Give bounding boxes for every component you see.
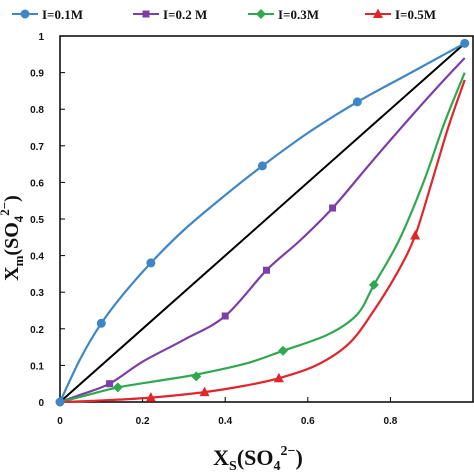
x-axis-title: XS(SO42−) [213, 444, 303, 474]
legend-swatch-marker [373, 8, 383, 18]
diagonal-line [59, 42, 466, 403]
legend: I=0.1M I=0.2 M I=0.3M I=0.5M [12, 7, 436, 22]
y-tick-label: 0.9 [30, 69, 44, 80]
x-tick-label: 0.6 [301, 416, 315, 427]
y-tick-label: 0.4 [30, 252, 44, 263]
series-1-point [146, 258, 156, 268]
y-tick-label: 0.6 [30, 178, 44, 189]
series-4-point [199, 386, 210, 397]
y-tick-label: 1 [38, 32, 44, 43]
y-tick-label: 0.2 [30, 325, 44, 336]
x-tick-label: 0.4 [218, 416, 232, 427]
x-axis-title-paren: (SO [237, 445, 274, 470]
x-axis-title-sup: 2− [281, 444, 296, 459]
legend-swatch-marker [20, 9, 30, 19]
x-tick-label: 0.2 [136, 416, 150, 427]
series-2-point [106, 380, 114, 388]
series-4-point [273, 372, 284, 383]
series-2-point [329, 204, 337, 212]
x-axis-title-sub: S [229, 459, 237, 474]
series-1-point [96, 318, 106, 328]
series-1-point [257, 161, 267, 171]
legend-label: I=0.1M [42, 7, 83, 22]
x-tick-label: 0.8 [383, 416, 397, 427]
series-4-point [410, 229, 421, 240]
legend-swatch-marker [142, 10, 150, 18]
legend-label: I=0.3M [278, 7, 319, 22]
y-axis-title-close: ) [1, 195, 23, 202]
series-1-point [55, 397, 65, 407]
y-tick-label: 0.1 [30, 361, 44, 372]
series-2-point [263, 266, 270, 274]
legend-label: I=0.2 M [163, 7, 207, 22]
series-3-point [368, 279, 379, 290]
series-3-point [112, 382, 123, 393]
x-axis-title-sub2: 4 [274, 459, 281, 474]
y-axis-title-sub2: 4 [11, 215, 26, 222]
y-axis-title-sub: m [11, 255, 26, 266]
series-2-point [221, 312, 229, 320]
series-line-4 [59, 79, 466, 404]
legend-label: I=0.5M [395, 7, 436, 22]
x-axis-title-close: ) [296, 445, 303, 470]
legend-swatch-marker [256, 9, 266, 19]
x-axis-title-main: X [213, 445, 229, 470]
y-axis-title-main: X [1, 266, 23, 281]
y-tick-label: 0 [38, 398, 44, 409]
series-1-point [352, 97, 362, 107]
x-tick-label: 0 [57, 416, 63, 427]
series-curves [59, 42, 466, 404]
y-axis-title-paren: (SO [1, 222, 23, 255]
y-axis-ticks: 0 0.1 0.2 0.3 0.4 0.5 0.6 0.7 0.8 0.9 1 [30, 32, 65, 409]
series-line-3 [59, 72, 466, 404]
y-tick-label: 0.3 [30, 288, 44, 299]
series-1-point [460, 38, 470, 48]
series-3-point [278, 345, 289, 356]
y-tick-label: 0.7 [30, 142, 44, 153]
y-tick-label: 0.8 [30, 105, 44, 116]
series-markers [55, 38, 470, 407]
y-axis-title: Xm(SO42−) [0, 195, 26, 281]
series-4-point [145, 392, 156, 402]
series-3-point [191, 371, 202, 382]
y-tick-label: 0.5 [30, 215, 44, 226]
y-axis-title-sup: 2− [0, 202, 12, 216]
